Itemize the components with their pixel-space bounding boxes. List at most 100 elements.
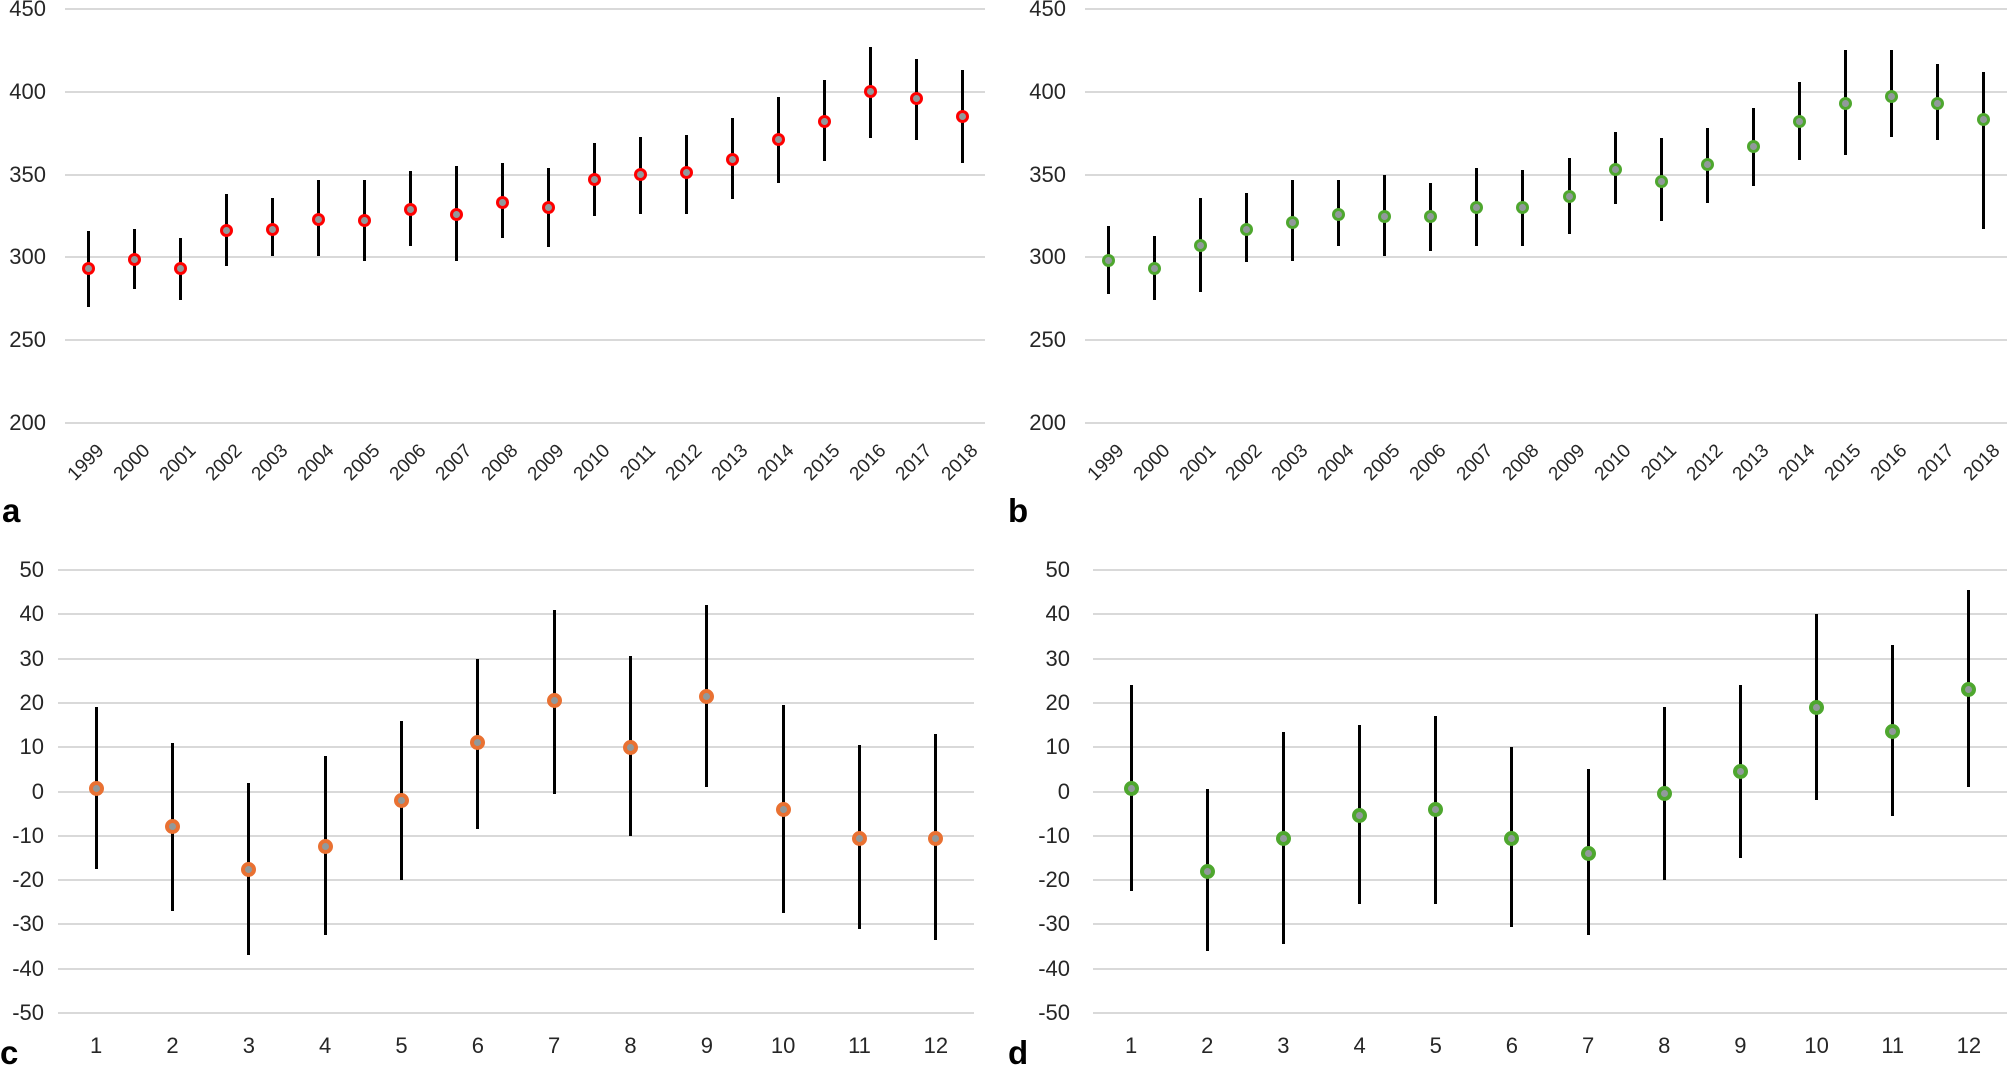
error-bar — [316, 179, 320, 256]
x-axis-tick-label: 2011 — [1637, 440, 1682, 485]
gridline — [58, 701, 974, 704]
x-axis-tick-label: 2010 — [1590, 440, 1636, 486]
x-axis-tick-label: 10 — [770, 1033, 796, 1058]
error-bar — [1198, 197, 1202, 293]
x-axis-tick-label: 2 — [1201, 1033, 1214, 1058]
error-bar — [1205, 789, 1209, 951]
error-bar — [500, 163, 504, 238]
y-axis-tick-label: 40 — [19, 601, 44, 627]
y-axis-tick-label: 10 — [19, 734, 44, 760]
y-axis-tick-label: 200 — [9, 410, 46, 435]
error-bar — [476, 658, 480, 830]
data-point-marker — [771, 133, 785, 147]
error-bar — [1567, 158, 1571, 235]
y-axis-tick-label: -30 — [1038, 911, 1070, 937]
data-point-marker — [1123, 780, 1139, 796]
gridline — [1093, 657, 2007, 660]
y-axis-tick-label: 20 — [19, 689, 44, 715]
data-point-marker — [88, 780, 104, 796]
data-point-marker — [1516, 201, 1530, 215]
data-point-marker — [1839, 96, 1853, 110]
data-point-marker — [1885, 90, 1899, 104]
gridline — [58, 1012, 974, 1014]
error-bar — [1844, 50, 1848, 155]
gridline — [1085, 339, 2007, 342]
gridline — [58, 790, 974, 793]
y-axis-tick-label: 10 — [1045, 734, 1070, 760]
error-bar — [1798, 81, 1802, 160]
error-bar — [1106, 225, 1110, 294]
error-bar — [1967, 589, 1971, 788]
data-point-marker — [1580, 846, 1596, 862]
x-axis-tick-label: 2004 — [293, 440, 339, 486]
x-axis-tick-label: 2014 — [1774, 440, 1820, 486]
gridline — [1093, 613, 2007, 616]
error-bar — [822, 80, 826, 162]
y-axis-tick-label: 0 — [31, 778, 44, 804]
error-bar — [1244, 192, 1248, 263]
data-point-marker — [1654, 174, 1668, 188]
error-bar — [1281, 731, 1285, 945]
data-point-marker — [1352, 808, 1368, 824]
y-axis-tick-label: -40 — [12, 955, 44, 981]
error-bar — [323, 756, 327, 936]
x-axis-tick-label: 1 — [1124, 1033, 1138, 1058]
x-axis-tick-label: 6 — [471, 1033, 484, 1058]
x-axis-tick-label: 12 — [1956, 1033, 1982, 1058]
data-point-marker — [633, 168, 647, 182]
gridline — [58, 923, 974, 926]
y-axis-tick-label: 300 — [1029, 244, 1066, 270]
x-axis-tick-label: 4 — [1353, 1033, 1366, 1058]
y-axis-tick-label: 450 — [9, 0, 46, 21]
gridline — [65, 422, 985, 424]
error-bar — [1982, 71, 1986, 230]
x-axis-tick-label: 11 — [848, 1033, 871, 1058]
error-bar — [86, 230, 90, 308]
gridline — [1093, 569, 2007, 571]
y-axis-tick-label: -20 — [1038, 867, 1070, 893]
error-bar — [1751, 108, 1755, 187]
data-point-marker — [219, 224, 233, 238]
x-axis-tick-label: 2002 — [201, 440, 247, 486]
error-bar — [247, 782, 251, 956]
x-axis-tick-label: 1 — [90, 1033, 103, 1058]
x-axis-tick-label: 3 — [1277, 1033, 1290, 1058]
data-point-marker — [1961, 682, 1977, 698]
error-bar — [684, 134, 688, 215]
error-bar — [1434, 716, 1438, 905]
x-axis-tick-label: 7 — [1581, 1033, 1595, 1058]
data-point-marker — [909, 91, 923, 105]
gridline — [1093, 746, 2007, 749]
x-axis-tick-label: 2005 — [339, 440, 385, 486]
gridline — [1093, 923, 2007, 926]
error-bar — [781, 705, 785, 914]
error-bar — [1662, 707, 1666, 881]
data-point-marker — [1608, 163, 1622, 177]
error-bar — [1659, 138, 1663, 221]
error-bar — [934, 733, 938, 940]
x-axis-tick-label: 2013 — [707, 440, 753, 486]
panel-letter-d: d — [1008, 1034, 1029, 1071]
data-point-marker — [1562, 189, 1576, 203]
data-point-marker — [679, 166, 693, 180]
error-bar — [178, 237, 182, 301]
error-bar — [638, 136, 642, 215]
data-point-marker — [1732, 764, 1748, 780]
error-bar — [1337, 179, 1341, 246]
x-axis-tick-label: 2003 — [1267, 440, 1313, 486]
y-axis-tick-label: -40 — [1038, 955, 1070, 981]
x-axis-tick-label: 8 — [1658, 1033, 1671, 1058]
x-axis-tick-label: 7 — [548, 1033, 561, 1058]
data-point-marker — [955, 110, 969, 124]
x-axis-tick-label: 2018 — [937, 440, 983, 486]
gridline — [1093, 701, 2007, 704]
data-point-marker — [1199, 863, 1215, 879]
panel-letter-b: b — [1008, 492, 1029, 529]
data-point-marker — [863, 85, 877, 99]
error-bar — [1586, 769, 1590, 936]
x-axis-tick-label: 4 — [319, 1033, 332, 1058]
error-bar — [400, 720, 403, 881]
